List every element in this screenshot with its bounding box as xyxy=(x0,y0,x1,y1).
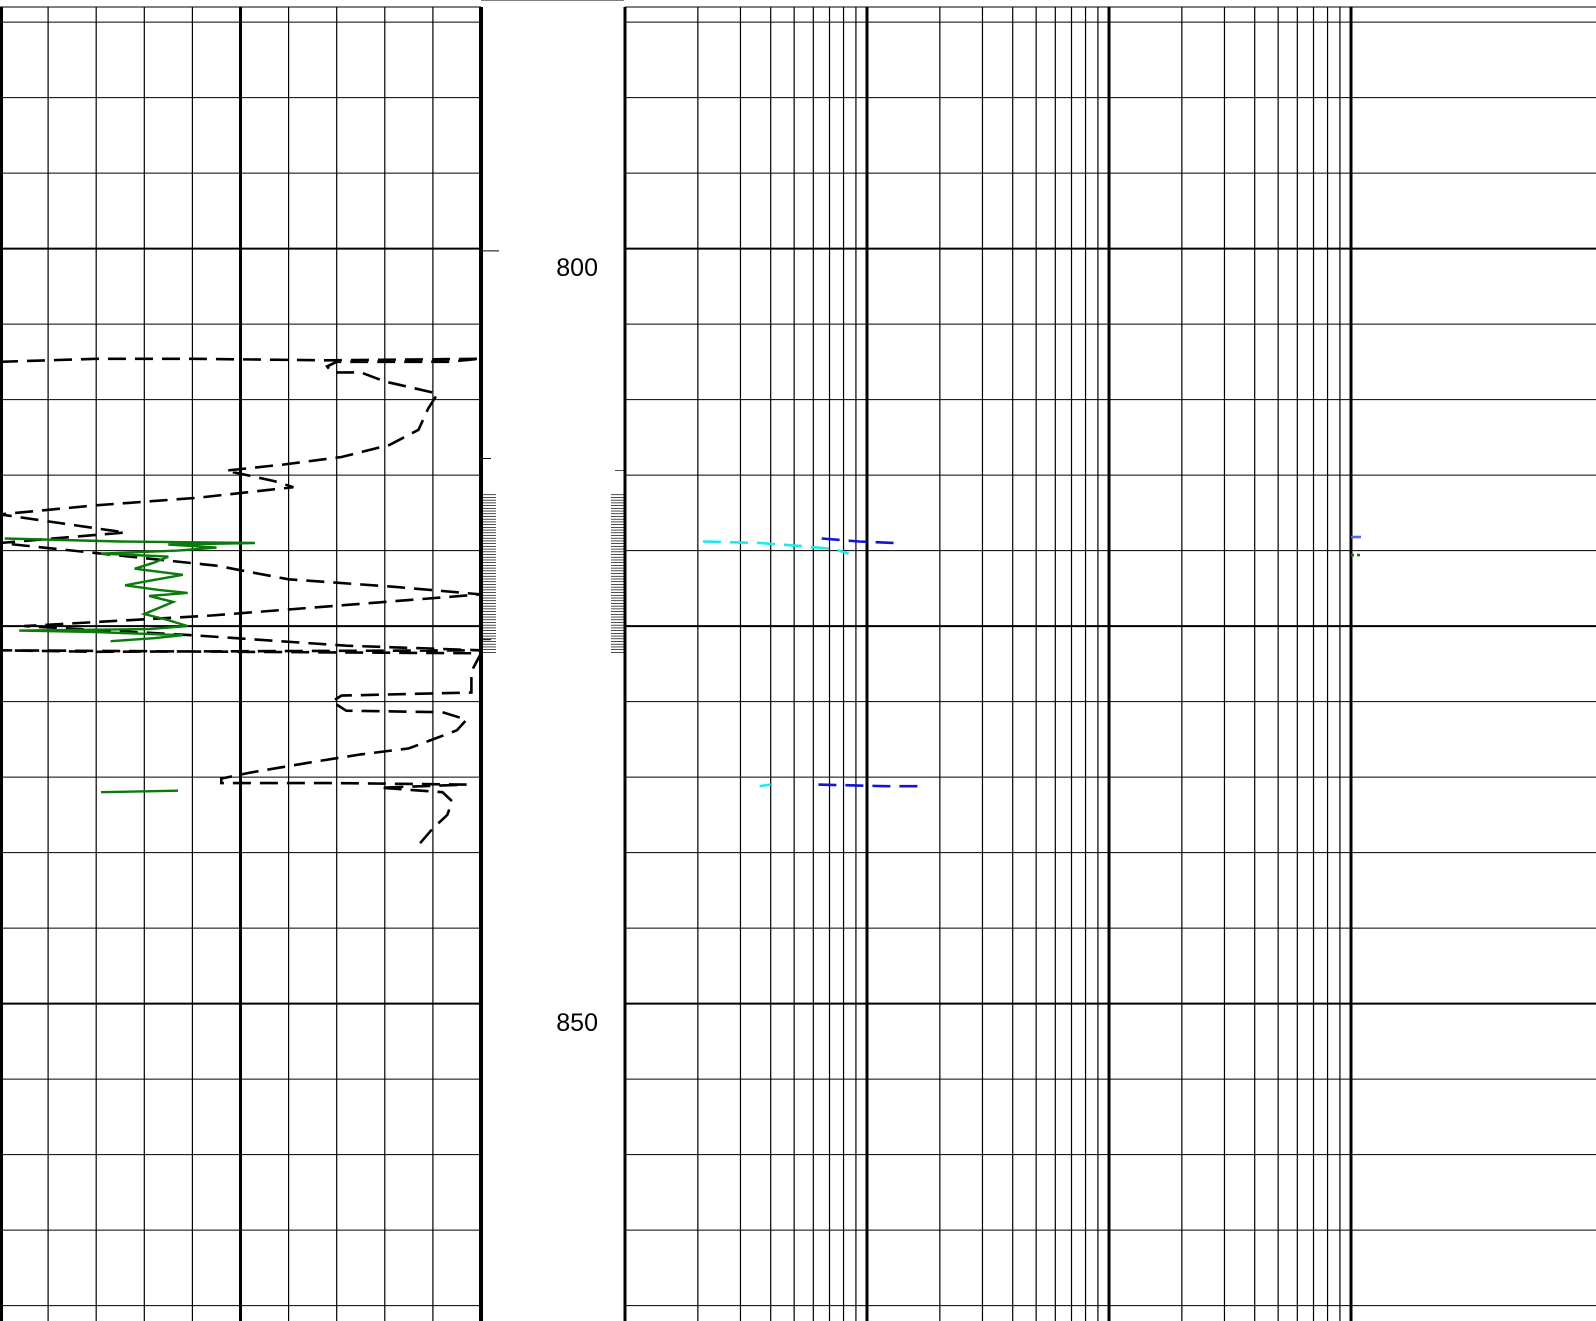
curve-track-2-6 xyxy=(818,783,920,788)
depth-labels: 800 850 xyxy=(556,254,598,1037)
series-layer xyxy=(0,357,1361,846)
depth-tick-label-800: 800 xyxy=(556,254,598,282)
curve-track-2-4 xyxy=(759,783,771,788)
curve-track-1-0 xyxy=(0,357,484,846)
curve-track-2-5 xyxy=(821,537,895,545)
depth-tick-label-850: 850 xyxy=(556,1009,598,1037)
curve-track-1-2 xyxy=(100,789,179,794)
curve-track-2-3 xyxy=(702,540,850,555)
curve-track-1-1 xyxy=(4,537,255,643)
